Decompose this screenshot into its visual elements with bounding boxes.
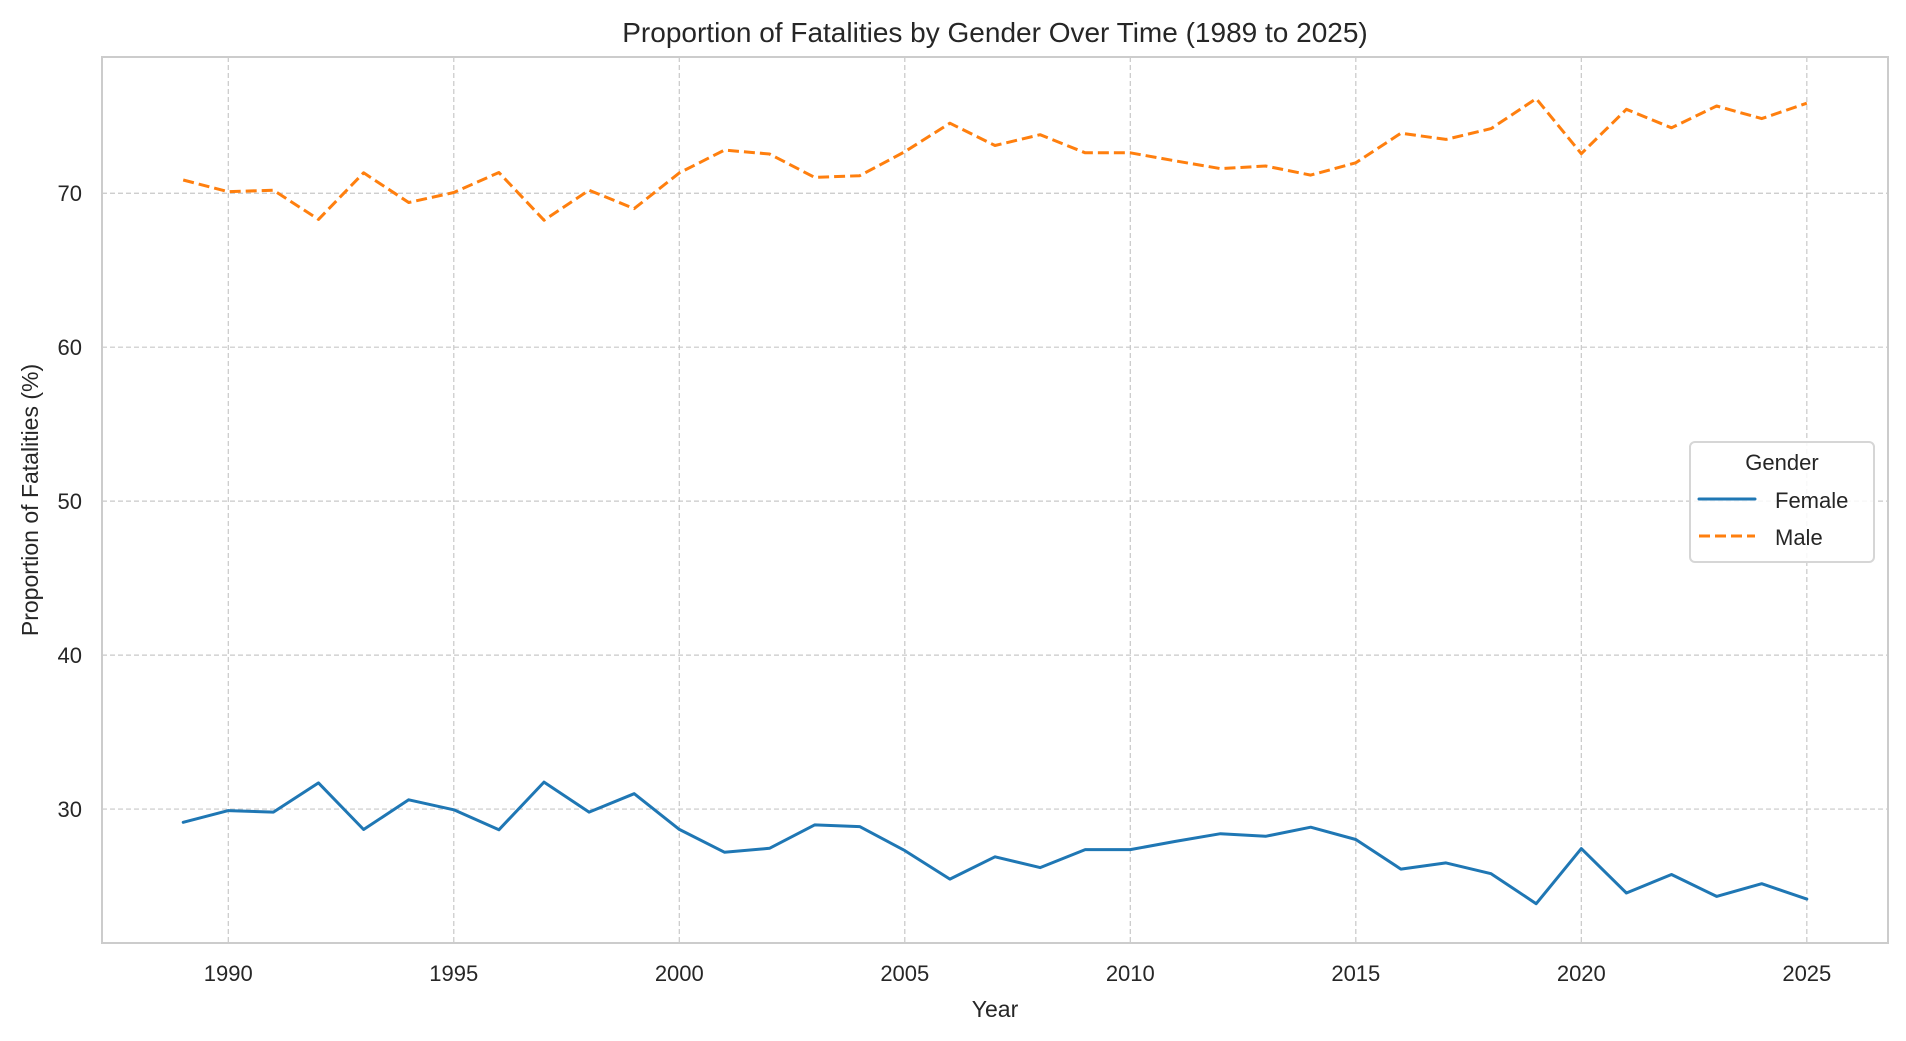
x-tick-label: 2005 [880,961,929,986]
y-tick-label: 60 [58,335,82,360]
x-tick-label: 2015 [1331,961,1380,986]
chart-title: Proportion of Fatalities by Gender Over … [622,17,1368,48]
x-axis-ticks: 1990 1995 2000 2005 2010 2015 2020 2025 [204,961,1831,986]
y-tick-label: 40 [58,643,82,668]
y-axis-label: Proportion of Fatalities (%) [17,364,43,636]
series-line-female [181,780,1809,906]
series-line-male [182,97,1808,222]
x-tick-label: 1990 [204,961,253,986]
x-tick-label: 2000 [655,961,704,986]
legend-box [1689,441,1875,563]
x-tick-label: 2025 [1782,961,1831,986]
gridlines [102,57,1888,943]
series-lines [181,97,1809,906]
legend-label-female: Female [1775,488,1848,513]
x-tick-label: 1995 [429,961,478,986]
x-axis-label: Year [972,996,1019,1022]
x-tick-label: 2020 [1557,961,1606,986]
x-tick-label: 2010 [1106,961,1155,986]
y-tick-label: 30 [58,797,82,822]
legend-label-male: Male [1775,525,1823,550]
y-tick-label: 50 [58,489,82,514]
y-tick-label: 70 [58,181,82,206]
legend-title: Gender [1745,450,1818,475]
legend: Gender Female Male [1689,441,1875,563]
y-axis-ticks: 30 40 50 60 70 [58,181,82,822]
plot-frame [101,56,1889,944]
